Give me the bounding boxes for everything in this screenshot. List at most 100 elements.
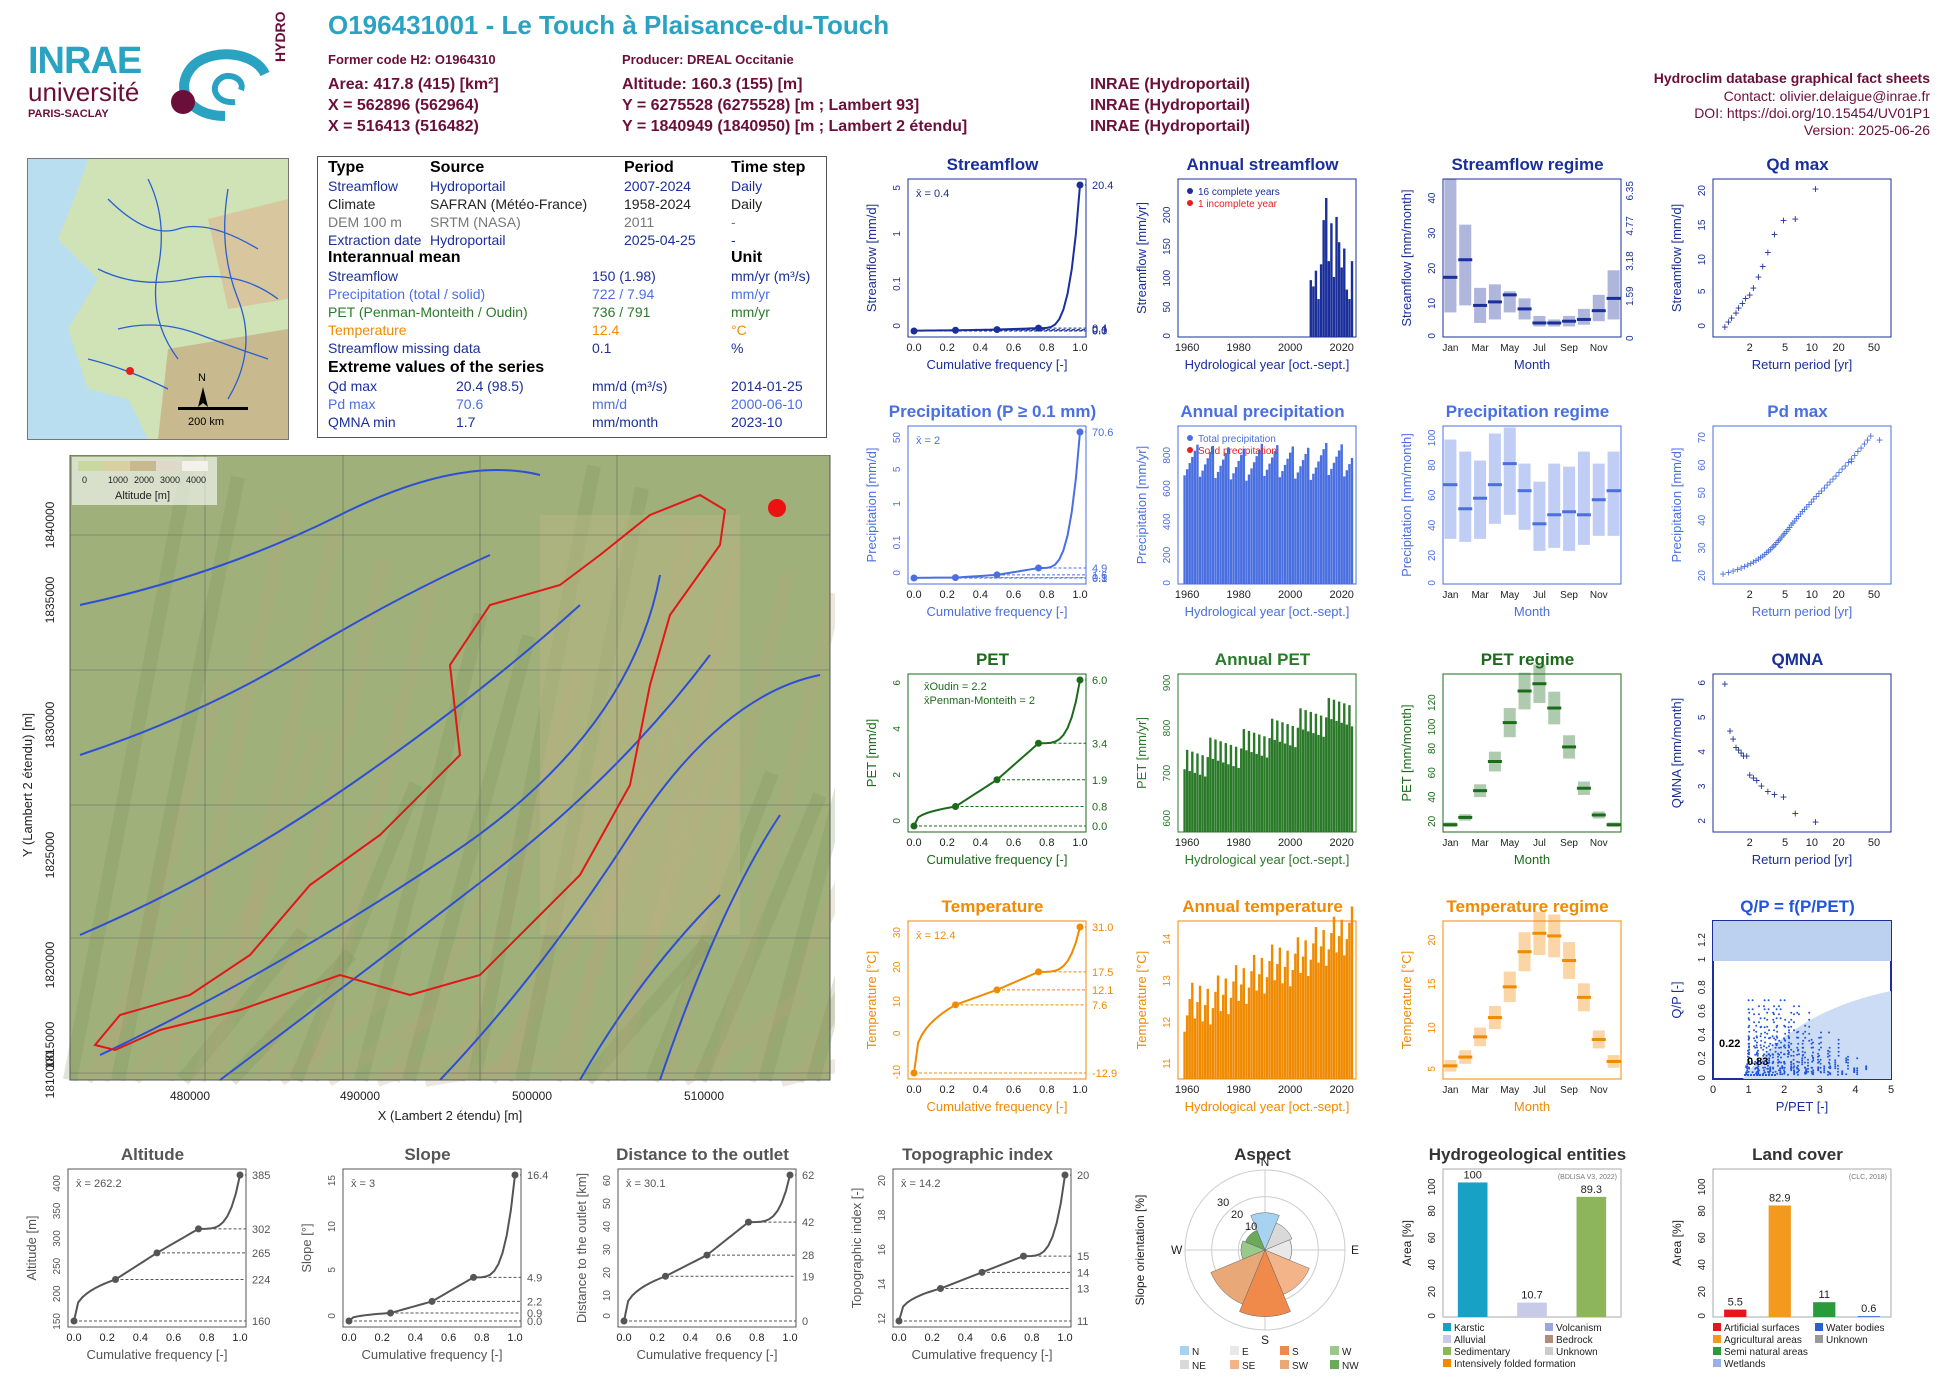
y-tick: 40 [1427,1259,1438,1271]
terrain-ridge [596,739,730,1083]
x-tick: 1.0 [1072,342,1087,354]
annual-bar [1319,455,1323,584]
y-tick: 40 [1427,791,1438,803]
scatter-point: + [1777,532,1784,546]
y-tick: 0 [892,323,903,329]
month-tick: Jan [1442,1085,1458,1096]
legend-swatch [1230,1346,1239,1355]
qp-point [1797,1064,1799,1067]
qp-point [1793,1029,1795,1032]
terrain-plateau [540,515,740,935]
annual-bar [1193,772,1197,832]
legend-swatch [1180,1360,1189,1369]
y-tick: 14 [1162,933,1173,945]
map-y-label: Y (Lambert 2 étendu) [m] [20,713,35,857]
qp-point [1823,1069,1826,1072]
y-tick: 80 [1427,459,1438,471]
qp-point [1763,1005,1765,1008]
qp-point [1759,1035,1762,1038]
annual-precip-panel: Annual precipitation 1960 1980 2000 2020 0 200… [1130,402,1395,642]
x-tick: 0.0 [616,1332,631,1344]
qp-point [1808,1039,1811,1042]
annual-bar [1268,738,1271,832]
qp-point [1793,1065,1796,1068]
annual-bar [1348,705,1351,832]
mean-label: x̄ = 14.2 [901,1178,940,1190]
terrain-ridge [661,570,795,1082]
annual-bar [1340,444,1343,584]
qp-point [1828,1062,1831,1065]
qp-point [1747,1055,1749,1058]
y-tick: 10 [1697,254,1708,266]
x-tick: 0.6 [716,1332,731,1344]
qp-point [1811,1066,1814,1069]
contact[interactable]: Contact: olivier.delaigue@inrae.fr [1723,88,1930,104]
annual-bar [1242,448,1246,584]
y-tick: 60 [1427,1232,1438,1244]
x-tick: 0.8 [1039,589,1054,601]
doi[interactable]: DOI: https://doi.org/10.15454/UV01P1 [1694,105,1930,121]
annual-bar [1291,446,1294,584]
annual-bar [1278,741,1282,832]
scatter-point: + [1746,768,1753,782]
y-tick: 5 [327,1267,338,1273]
annual-bar [1211,445,1215,584]
annual-bar [1327,261,1331,337]
cdf-right-tick: -12.9 [1092,1068,1117,1080]
cdf-right-tick: 0.0 [527,1316,542,1328]
qp-point [1783,1053,1785,1056]
qp-point [1753,1045,1755,1048]
qp-point [1754,1060,1757,1063]
annual-bar [1317,962,1320,1079]
qp-point [1828,1071,1830,1074]
y-tick: 50 [1162,301,1173,313]
qp-point [1847,1058,1849,1061]
x-tick: 0.6 [1006,837,1021,849]
scatter-point: + [1812,815,1819,829]
cdf-right-tick: 12.1 [1092,985,1113,997]
mean-label: x̄Oudin = 2.2 [924,681,987,693]
x-axis-label: Month [1514,852,1550,867]
annual-bar [1258,734,1261,832]
scatter-point: + [1781,526,1788,540]
annual-bar [1345,470,1349,584]
scatter-point: + [1767,542,1774,556]
y-tick: 80 [1427,1205,1438,1217]
table-header-extreme: Extreme values of the series [328,359,545,376]
qp-point [1778,1005,1780,1008]
legend-label: Semi natural areas [1724,1347,1808,1358]
source-period: 2011 [624,214,655,230]
qp-point [1778,1013,1780,1016]
annual-bar [1345,939,1349,1079]
extreme-date: 2000-06-10 [731,396,803,412]
annual-bar [1191,751,1194,832]
scatter-point: + [1771,787,1778,801]
extreme-value: 1.7 [456,414,476,430]
scatter-point: + [1792,807,1799,821]
terrain-ridge [111,475,245,1082]
qp-point [1783,1037,1785,1040]
qp-point [1801,1042,1804,1045]
qp-point [1797,1070,1799,1073]
annual-bar [1296,727,1300,832]
x-tick: 1.0 [782,1332,797,1344]
source-step: - [731,214,736,230]
annual-bar [1312,286,1315,337]
plot-frame [907,920,1087,1080]
x-tick: 0.8 [1024,1332,1039,1344]
altitude-legend-tick: 1000 [108,475,128,485]
qp-point [1820,1036,1822,1039]
aspect-ring-label: 30 [1217,1197,1229,1209]
x-tick: 1980 [1226,589,1250,601]
chart-svg: Jan Mar May Jul Sep Nov 20 40 60 80 100 120 Month PET… [1399,664,1622,867]
qp-point [1764,1036,1766,1039]
qp-point [1765,1054,1768,1057]
annual-bar [1350,457,1354,584]
annual-bar [1319,715,1323,832]
legend-swatch [1443,1323,1451,1331]
scatter-point: + [1858,441,1865,455]
qp-point [1790,1060,1793,1063]
qp-annotation: 0.22 [1719,1038,1740,1050]
scatter-point: + [1772,537,1779,551]
database-title: Hydroclim database graphical fact sheets [1653,70,1930,86]
